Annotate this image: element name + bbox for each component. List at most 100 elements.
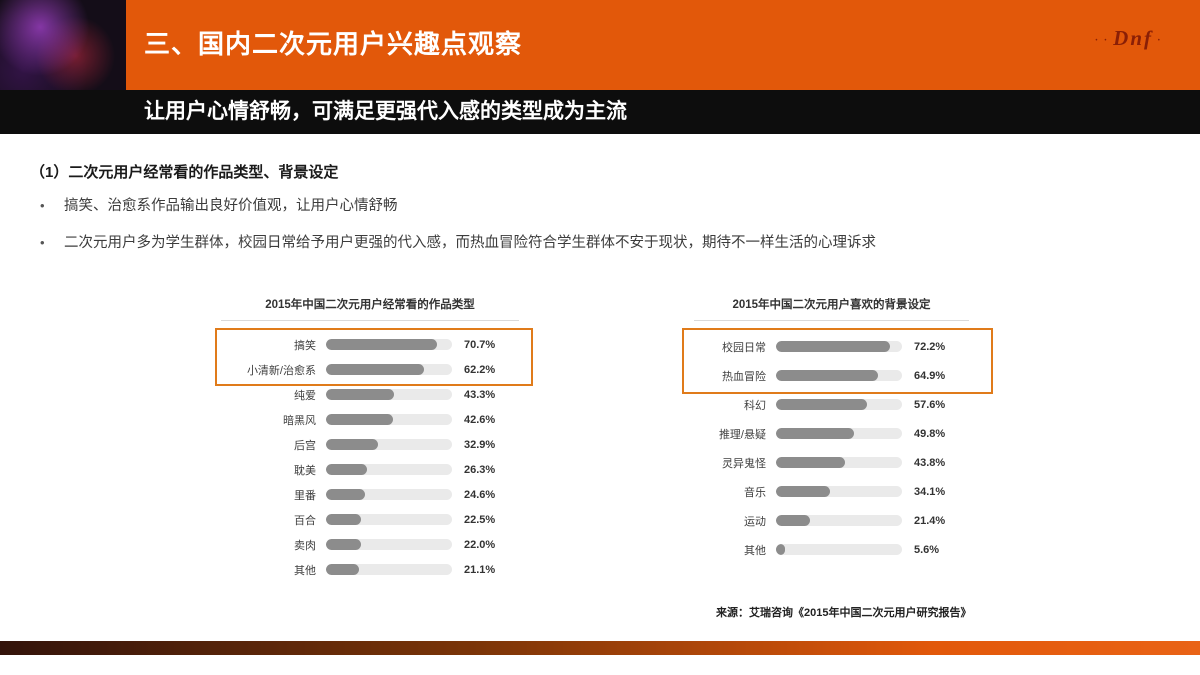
bullet-text: 二次元用户多为学生群体，校园日常给予用户更强的代入感，而热血冒险符合学生群体不安… — [64, 235, 876, 251]
bar-label: 科幻 — [744, 399, 766, 412]
bar-fill — [326, 364, 424, 375]
bar-row: 推理/悬疑 49.8% — [694, 419, 969, 448]
bar-value: 32.9% — [464, 438, 496, 451]
bar-row: 科幻 57.6% — [694, 390, 969, 419]
bar-value: 21.4% — [914, 514, 946, 527]
bar-label: 热血冒险 — [722, 370, 766, 383]
bar-label: 灵异鬼怪 — [722, 457, 766, 470]
bar-row: 音乐 34.1% — [694, 477, 969, 506]
bar-track — [326, 464, 452, 475]
bar-row: 校园日常 72.2% — [694, 332, 969, 361]
bar-fill — [326, 564, 360, 575]
bar-track — [326, 489, 452, 500]
bar-row: 里番 24.6% — [221, 482, 519, 507]
bullet-list: 搞笑、治愈系作品输出良好价值观，让用户心情舒畅 二次元用户多为学生群体，校园日常… — [38, 196, 1168, 270]
bar-value: 24.6% — [464, 488, 496, 501]
bar-fill — [326, 514, 362, 525]
bar-row: 百合 22.5% — [221, 507, 519, 532]
bar-track — [776, 341, 902, 352]
bar-track — [776, 370, 902, 381]
bar-row: 运动 21.4% — [694, 506, 969, 535]
bar-fill — [776, 544, 785, 555]
bar-track — [326, 514, 452, 525]
bar-fill — [326, 464, 368, 475]
bar-track — [326, 339, 452, 350]
bar-fill — [326, 539, 361, 550]
chart-title: 2015年中国二次元用户喜欢的背景设定 — [694, 296, 969, 321]
bar-value: 34.1% — [914, 485, 946, 498]
bar-track — [326, 564, 452, 575]
bar-label: 里番 — [294, 489, 316, 502]
bullet-item: 搞笑、治愈系作品输出良好价值观，让用户心情舒畅 — [38, 196, 1168, 216]
bar-value: 42.6% — [464, 413, 496, 426]
bar-value: 72.2% — [914, 340, 946, 353]
bar-value: 70.7% — [464, 338, 496, 351]
chart-title: 2015年中国二次元用户经常看的作品类型 — [221, 296, 519, 321]
bar-row: 其他 21.1% — [221, 557, 519, 582]
bar-track — [326, 364, 452, 375]
bar-track — [776, 457, 902, 468]
bar-fill — [326, 339, 438, 350]
bar-label: 卖肉 — [294, 539, 316, 552]
bullet-item: 二次元用户多为学生群体，校园日常给予用户更强的代入感，而热血冒险符合学生群体不安… — [38, 233, 1168, 253]
bar-track — [776, 486, 902, 497]
bar-row: 小清新/治愈系 62.2% — [221, 357, 519, 382]
bar-label: 其他 — [294, 564, 316, 577]
bar-value: 22.0% — [464, 538, 496, 551]
bar-track — [776, 399, 902, 410]
bar-row: 搞笑 70.7% — [221, 332, 519, 357]
bar-fill — [776, 486, 830, 497]
bottom-gradient-strip — [0, 641, 1200, 655]
bar-row: 暗黑风 42.6% — [221, 407, 519, 432]
bar-fill — [776, 399, 867, 410]
bar-label: 纯爱 — [294, 389, 316, 402]
background-setting-chart: 2015年中国二次元用户喜欢的背景设定 校园日常 72.2% 热血冒险 64.9% 科幻… — [682, 296, 993, 564]
dnf-logo: Dnf — [1095, 26, 1162, 51]
bar-row: 灵异鬼怪 43.8% — [694, 448, 969, 477]
bar-value: 62.2% — [464, 363, 496, 376]
bar-row: 纯爱 43.3% — [221, 382, 519, 407]
bar-fill — [326, 439, 378, 450]
header-bar: 三、国内二次元用户兴趣点观察 Dnf — [0, 0, 1200, 90]
bar-track — [326, 414, 452, 425]
bar-fill — [776, 515, 810, 526]
works-type-chart: 2015年中国二次元用户经常看的作品类型 搞笑 70.7% 小清新/治愈系 62.2%… — [215, 296, 533, 582]
bar-value: 57.6% — [914, 398, 946, 411]
bar-track — [776, 544, 902, 555]
bar-fill — [326, 489, 365, 500]
bar-track — [776, 428, 902, 439]
bar-label: 运动 — [744, 515, 766, 528]
bar-label: 校园日常 — [722, 341, 766, 354]
bar-value: 26.3% — [464, 463, 496, 476]
bar-label: 小清新/治愈系 — [246, 364, 316, 377]
bar-label: 百合 — [294, 514, 316, 527]
bar-label: 暗黑风 — [283, 414, 316, 427]
bar-label: 音乐 — [744, 486, 766, 499]
bar-track — [326, 439, 452, 450]
bar-row: 热血冒险 64.9% — [694, 361, 969, 390]
bar-value: 64.9% — [914, 369, 946, 382]
bar-track — [326, 389, 452, 400]
bar-track — [776, 515, 902, 526]
bar-value: 5.6% — [914, 543, 940, 556]
bar-value: 43.3% — [464, 388, 496, 401]
section-title: 三、国内二次元用户兴趣点观察 — [144, 29, 523, 59]
corner-artwork — [0, 0, 126, 90]
bar-label: 耽美 — [294, 464, 316, 477]
bar-row: 其他 5.6% — [694, 535, 969, 564]
bar-row: 卖肉 22.0% — [221, 532, 519, 557]
bar-value: 49.8% — [914, 427, 946, 440]
bar-fill — [776, 341, 890, 352]
bar-track — [326, 539, 452, 550]
bar-label: 搞笑 — [294, 339, 316, 352]
bar-label: 其他 — [744, 544, 766, 557]
bar-fill — [776, 457, 845, 468]
bar-fill — [776, 370, 879, 381]
bar-fill — [326, 389, 395, 400]
bar-row: 后宫 32.9% — [221, 432, 519, 457]
source-note: 来源：艾瑞咨询《2015年中国二次元用户研究报告》 — [716, 607, 972, 619]
bullet-text: 搞笑、治愈系作品输出良好价值观，让用户心情舒畅 — [64, 198, 398, 214]
bar-fill — [776, 428, 855, 439]
subtitle-text: 让用户心情舒畅，可满足更强代入感的类型成为主流 — [144, 100, 627, 123]
